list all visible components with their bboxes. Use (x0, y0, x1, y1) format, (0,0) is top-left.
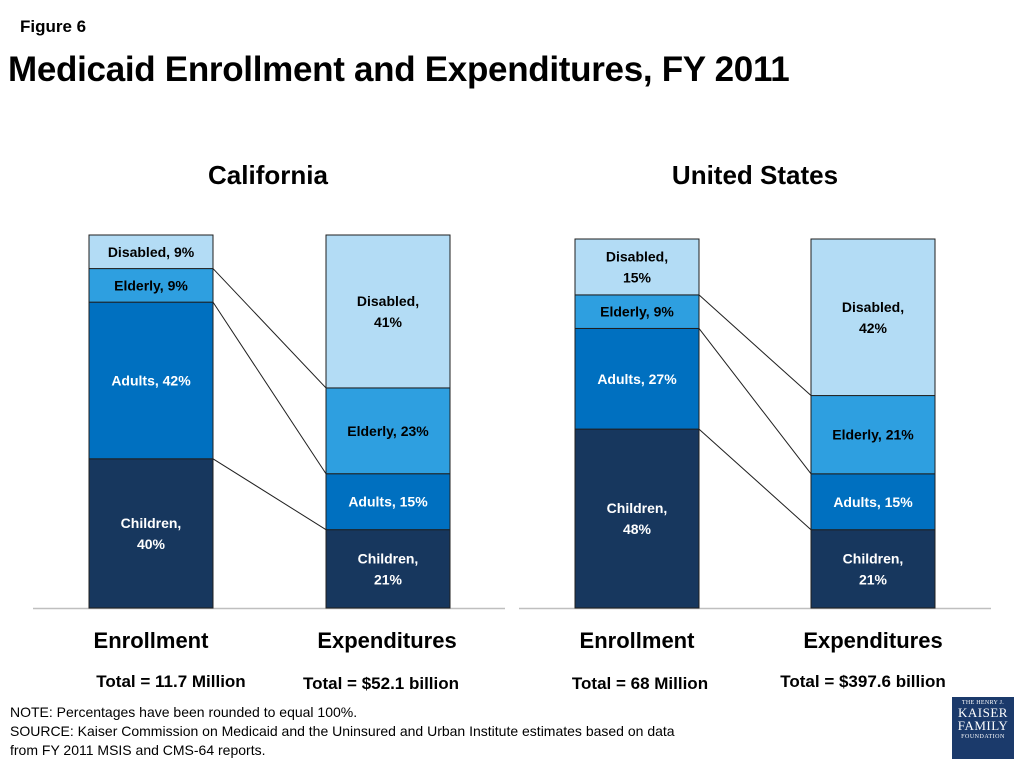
total-ca-expenditures: Total = $52.1 billion (302, 674, 460, 693)
connector-line-ca-2 (212, 301, 327, 474)
data-label-ca-expenditures-disabled: 41% (374, 314, 403, 330)
footnote: NOTE: Percentages have been rounded to e… (10, 703, 675, 760)
data-label-us-expenditures-disabled: Disabled, (842, 299, 904, 315)
logo-line3: FAMILY (957, 718, 1009, 733)
category-label-us-expenditures: Expenditures (803, 628, 943, 653)
source-text-line1: SOURCE: Kaiser Commission on Medicaid an… (10, 723, 675, 739)
data-label-ca-expenditures-disabled: Disabled, (357, 293, 419, 309)
bar-segment-us-expenditures-elderly (810, 395, 936, 475)
connector-line-ca-3 (212, 268, 327, 389)
total-us-enrollment: Total = 68 Million (571, 674, 709, 693)
connector-line-us-1 (698, 428, 812, 531)
figure-label: Figure 6 (20, 17, 87, 36)
bar-segment-ca-enrollment-elderly (88, 268, 214, 303)
category-label-us-enrollment: Enrollment (579, 628, 695, 653)
data-label-us-expenditures-children: 21% (859, 571, 888, 587)
data-label-ca-expenditures-children: Children, (358, 550, 419, 566)
bar-segment-us-enrollment-disabled (574, 238, 700, 296)
bar-segment-us-expenditures-disabled (810, 238, 936, 397)
data-label-us-enrollment-disabled: 15% (623, 269, 652, 285)
bar-segment-us-enrollment-children (574, 428, 700, 609)
bar-segment-ca-expenditures-adults (325, 473, 451, 531)
category-label-ca-expenditures: Expenditures (317, 628, 457, 653)
data-label-ca-expenditures-elderly: Elderly, 23% (347, 423, 429, 439)
logo-line4: FOUNDATION (961, 734, 1005, 740)
total-ca-enrollment: Total = 11.7 Million (96, 672, 246, 691)
note-text: NOTE: Percentages have been rounded to e… (10, 704, 358, 720)
bar-segment-us-expenditures-adults (810, 473, 936, 531)
bar-segment-ca-enrollment-disabled (88, 234, 214, 270)
logo-line2: KAISER (958, 705, 1008, 720)
bar-segment-ca-expenditures-elderly (325, 387, 451, 475)
bar-segment-us-expenditures-children (810, 529, 936, 609)
data-label-us-expenditures-disabled: 42% (859, 320, 888, 336)
data-label-us-enrollment-adults: Adults, 27% (597, 371, 677, 387)
data-label-ca-enrollment-children: 40% (137, 536, 166, 552)
data-label-ca-enrollment-adults: Adults, 42% (111, 372, 191, 388)
kaiser-family-foundation-logo: THE HENRY J. KAISER FAMILY FOUNDATION (952, 697, 1014, 759)
bar-segment-ca-expenditures-disabled (325, 234, 451, 389)
data-label-us-enrollment-elderly: Elderly, 9% (600, 304, 674, 320)
panel-title-united-states: United States (671, 160, 839, 190)
data-label-us-enrollment-children: Children, (607, 500, 668, 516)
data-label-ca-expenditures-adults: Adults, 15% (348, 494, 428, 510)
data-label-ca-enrollment-disabled: Disabled, 9% (108, 244, 195, 260)
data-label-us-enrollment-children: 48% (623, 521, 652, 537)
logo-line1: THE HENRY J. (961, 700, 1005, 706)
data-label-us-enrollment-disabled: Disabled, (606, 248, 668, 264)
data-label-ca-enrollment-elderly: Elderly, 9% (114, 277, 188, 293)
page-title: Medicaid Enrollment and Expenditures, FY… (8, 50, 790, 89)
panel-title-california: California (208, 160, 328, 190)
data-label-us-expenditures-children: Children, (843, 550, 904, 566)
data-label-ca-enrollment-children: Children, (121, 515, 182, 531)
bar-segment-us-enrollment-adults (574, 327, 700, 430)
data-label-us-expenditures-adults: Adults, 15% (833, 494, 913, 510)
data-label-us-expenditures-elderly: Elderly, 21% (832, 427, 914, 443)
connector-line-us-2 (698, 328, 812, 475)
connector-line-us-3 (698, 294, 812, 396)
total-us-expenditures: Total = $397.6 billion (780, 672, 946, 691)
bar-segment-ca-expenditures-children (325, 529, 451, 609)
bar-segment-us-enrollment-elderly (574, 294, 700, 329)
data-label-ca-expenditures-children: 21% (374, 571, 403, 587)
bar-segment-ca-enrollment-adults (88, 301, 214, 460)
connector-line-ca-1 (212, 458, 327, 531)
stacked-bar-chart: Children, 40% Adults, 42% Elderly, 9% Disabl… (33, 234, 991, 610)
category-label-ca-enrollment: Enrollment (93, 628, 209, 653)
source-text-line2: from FY 2011 MSIS and CMS-64 reports. (10, 742, 266, 758)
bar-segment-ca-enrollment-children (88, 458, 214, 609)
